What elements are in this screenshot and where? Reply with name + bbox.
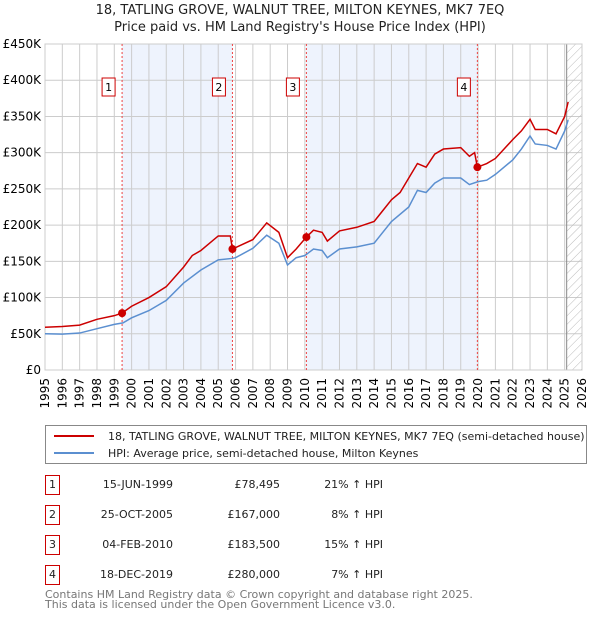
sale-price: £167,000 <box>227 508 281 521</box>
forecast-hatch <box>566 44 582 370</box>
x-tick-label: 2020 <box>471 378 485 409</box>
sale-row: 4 18-DEC-2019 £280,000 7% ↑ HPI <box>45 565 445 587</box>
x-tick-label: 2008 <box>263 378 277 409</box>
x-tick-label: 2000 <box>125 378 139 409</box>
sale-row: 3 04-FEB-2010 £183,500 15% ↑ HPI <box>45 535 445 557</box>
x-tick-label: 2009 <box>281 378 295 409</box>
sale-price: £280,000 <box>227 568 281 581</box>
chart-title: 18, TATLING GROVE, WALNUT TREE, MILTON K… <box>95 3 505 18</box>
x-tick-label: 2004 <box>194 378 208 409</box>
sale-marker-box <box>456 77 471 97</box>
legend-item-property: 18, TATLING GROVE, WALNUT TREE, MILTON K… <box>54 428 585 444</box>
sale-row: 1 15-JUN-1999 £78,495 21% ↑ HPI <box>45 475 445 497</box>
x-tick-label: 2006 <box>229 378 243 409</box>
x-tick-label: 2013 <box>350 378 364 409</box>
sale-marker-box <box>211 77 226 97</box>
sale-marker-box <box>285 77 300 97</box>
legend-label: 18, TATLING GROVE, WALNUT TREE, MILTON K… <box>108 429 585 443</box>
sale-hpi-diff: 7% ↑ HPI <box>331 568 383 581</box>
x-tick-label: 2001 <box>142 378 156 409</box>
x-tick-label: 2003 <box>177 378 191 409</box>
x-tick-label: 2019 <box>454 378 468 409</box>
x-tick-label: 1995 <box>38 378 52 409</box>
x-tick-label: 1997 <box>73 378 87 409</box>
sale-number: 3 <box>45 535 60 555</box>
legend-swatch-blue <box>54 452 94 454</box>
y-tick-label: £0 <box>26 363 41 377</box>
x-tick-label: 1996 <box>55 378 69 409</box>
x-tick-label: 1998 <box>90 378 104 409</box>
y-tick-label: £150K <box>3 254 43 268</box>
x-tick-label: 2007 <box>246 378 260 409</box>
x-tick-label: 2022 <box>506 378 520 409</box>
x-tick-label: 2016 <box>402 378 416 409</box>
sale-price: £78,495 <box>234 478 281 491</box>
sale-point <box>118 309 127 318</box>
y-tick-label: £50K <box>10 327 42 341</box>
y-tick-label: £200K <box>3 218 43 232</box>
series-line <box>44 101 569 329</box>
sale-point <box>302 233 311 242</box>
y-tick-label: £300K <box>3 146 43 160</box>
sale-number: 2 <box>45 505 60 525</box>
series-line <box>44 119 569 335</box>
x-tick-label: 2005 <box>211 378 225 409</box>
sale-marker-label: 2 <box>215 81 222 94</box>
x-tick-label: 1999 <box>107 378 121 409</box>
x-tick-label: 2012 <box>332 378 346 409</box>
plot-border <box>44 43 583 371</box>
x-tick-label: 2002 <box>159 378 173 409</box>
sale-date: 04-FEB-2010 <box>102 538 173 551</box>
sale-row: 2 25-OCT-2005 £167,000 8% ↑ HPI <box>45 505 445 527</box>
x-tick-label: 2011 <box>315 378 329 409</box>
legend-swatch-red <box>54 435 94 437</box>
footer-line: Contains HM Land Registry data © Crown c… <box>45 588 473 601</box>
sale-marker-label: 3 <box>289 81 296 94</box>
y-tick-label: £400K <box>3 73 43 87</box>
price-chart: 1995 1996 1997 1998 1999 2000 2001 2002 2003 2004… <box>3 37 589 409</box>
sale-hpi-diff: 15% ↑ HPI <box>324 538 383 551</box>
legend-item-hpi: HPI: Average price, semi-detached house,… <box>54 445 418 461</box>
shaded-period <box>122 44 233 370</box>
x-tick-label: 2026 <box>575 378 589 409</box>
sale-date: 18-DEC-2019 <box>99 568 173 581</box>
x-tick-label: 2025 <box>558 378 572 409</box>
legend: 18, TATLING GROVE, WALNUT TREE, MILTON K… <box>45 425 587 464</box>
y-tick-label: £450K <box>3 37 43 51</box>
sale-date: 25-OCT-2005 <box>100 508 173 521</box>
footer: Contains HM Land Registry data © Crown c… <box>45 588 473 611</box>
y-tick-label: £100K <box>3 291 43 305</box>
x-tick-label: 2021 <box>488 378 502 409</box>
legend-label: HPI: Average price, semi-detached house,… <box>108 446 419 460</box>
sale-number: 1 <box>45 475 60 495</box>
sale-price: £183,500 <box>227 538 281 551</box>
sale-marker-box <box>101 77 116 97</box>
sale-number: 4 <box>45 565 60 585</box>
footer-line: This data is licensed under the Open Gov… <box>45 598 396 611</box>
y-tick-label: £250K <box>3 182 43 196</box>
x-tick-label: 2023 <box>523 378 537 409</box>
x-tick-label: 2015 <box>384 378 398 409</box>
sale-date: 15-JUN-1999 <box>102 478 173 491</box>
sale-point <box>473 163 482 172</box>
chart-subtitle: Price paid vs. HM Land Registry's House … <box>114 20 486 35</box>
x-tick-label: 2018 <box>436 378 450 409</box>
y-tick-label: £350K <box>3 109 43 123</box>
sale-hpi-diff: 21% ↑ HPI <box>324 478 383 491</box>
sale-hpi-diff: 8% ↑ HPI <box>331 508 383 521</box>
x-tick-label: 2014 <box>367 378 381 409</box>
sale-marker-label: 1 <box>105 81 112 94</box>
sale-marker-label: 4 <box>460 81 467 94</box>
x-tick-label: 2024 <box>540 378 554 409</box>
x-tick-label: 2017 <box>419 378 433 409</box>
sale-point <box>228 245 237 254</box>
x-tick-label: 2010 <box>298 378 312 409</box>
